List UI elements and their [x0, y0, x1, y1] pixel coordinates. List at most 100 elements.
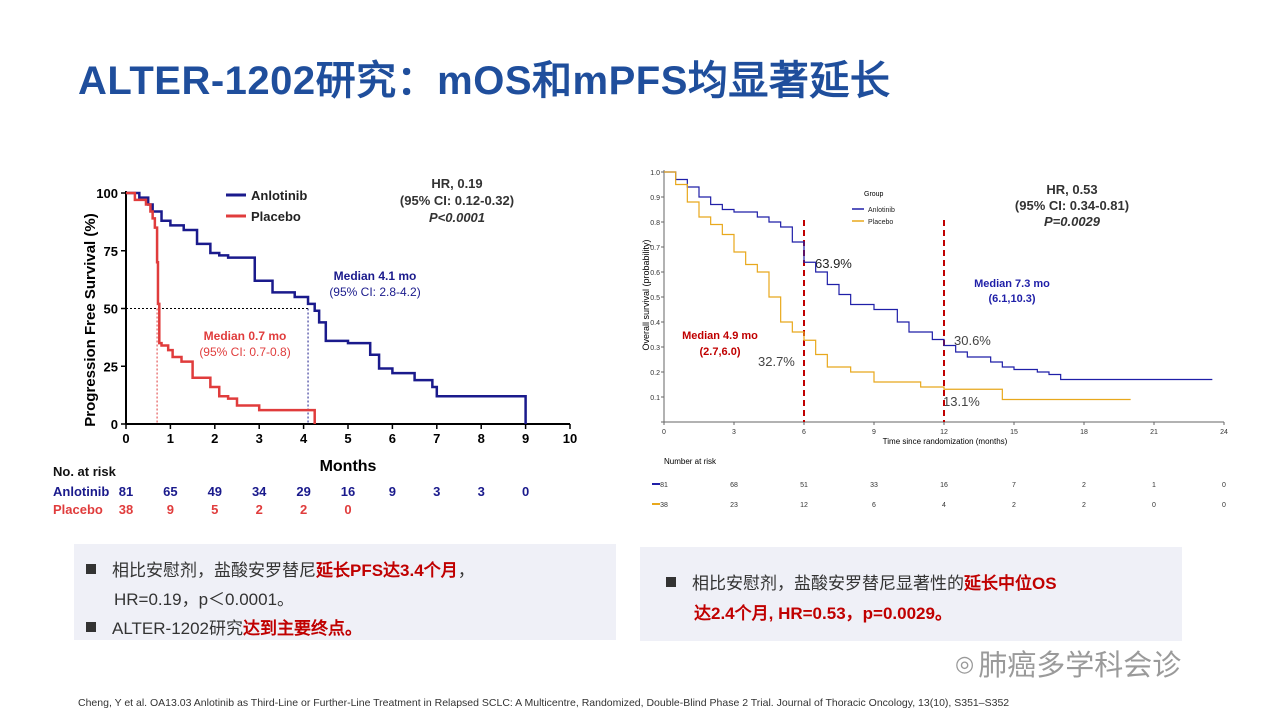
x-tick-label: 21	[1150, 429, 1158, 436]
risk-count: 38	[660, 502, 668, 509]
summary-bullet-os: 相比安慰剂，盐酸安罗替尼显著性的延长中位OS	[666, 569, 1057, 594]
hr-line: (95% CI: 0.34-0.81)	[1015, 198, 1129, 213]
x-axis-label: Months	[320, 458, 377, 475]
x-tick-label: 0	[662, 429, 666, 436]
risk-count: 2	[256, 502, 263, 517]
risk-count: 9	[167, 502, 174, 517]
highlight-text: 延长中位OS	[964, 574, 1057, 593]
bullet-square-icon	[666, 577, 676, 587]
landmark-placebo-12mo: 13.1%	[943, 394, 980, 409]
risk-count: 38	[119, 502, 133, 517]
legend-title: Group	[864, 191, 884, 198]
y-tick-label: 75	[104, 244, 118, 259]
median-placebo-label: Median 0.7 mo	[204, 329, 287, 343]
risk-count: 49	[208, 484, 222, 499]
median-anlotinib-label: Median 4.1 mo	[334, 269, 417, 283]
x-tick-label: 1	[167, 431, 174, 446]
hr-line: P<0.0001	[429, 210, 485, 225]
x-tick-label: 8	[478, 431, 485, 446]
x-tick-label: 18	[1080, 429, 1088, 436]
summary-bullet-1: 相比安慰剂，盐酸安罗替尼延长PFS达3.4个月，	[86, 556, 475, 581]
risk-row-label: Placebo	[53, 502, 103, 517]
landmark-placebo-6mo: 32.7%	[758, 354, 795, 369]
y-tick-label: 100	[96, 186, 118, 201]
risk-count: 12	[800, 502, 808, 509]
risk-count: 9	[389, 484, 396, 499]
legend-label: Placebo	[868, 219, 893, 226]
risk-count: 2	[300, 502, 307, 517]
legend-label: Anlotinib	[251, 188, 307, 203]
summary-line-os-2: 达2.4个月, HR=0.53，p=0.0029。	[694, 604, 952, 623]
y-tick-label: 0.6	[650, 270, 660, 277]
risk-count: 23	[730, 502, 738, 509]
risk-count: 5	[211, 502, 218, 517]
y-axis-label: Progression Free Survival (%)	[82, 213, 99, 426]
risk-count: 34	[252, 484, 267, 499]
y-tick-label: 0.3	[650, 345, 660, 352]
risk-count: 1	[1152, 482, 1156, 489]
x-tick-label: 15	[1010, 429, 1018, 436]
summary-line-2: HR=0.19，p＜0.0001。	[114, 590, 295, 609]
hr-annotation: HR, 0.19 (95% CI: 0.12-0.32) P<0.0001	[400, 176, 514, 225]
risk-count: 68	[730, 482, 738, 489]
x-tick-label: 0	[122, 431, 129, 446]
median-placebo-ci: (2.7,6.0)	[700, 346, 741, 358]
series-line-placebo	[126, 191, 316, 424]
median-anlotinib-label: Median 7.3 mo	[974, 278, 1050, 290]
landmark-anlotinib-12mo: 30.6%	[954, 333, 991, 348]
os-km-chart: Overall survival (probability) Time sinc…	[641, 170, 1228, 509]
legend: Anlotinib Placebo	[852, 207, 895, 226]
risk-count: 7	[1012, 482, 1016, 489]
y-tick-label: 0	[111, 417, 118, 432]
risk-table-title: No. at risk	[53, 464, 117, 479]
summary-box-pfs: 相比安慰剂，盐酸安罗替尼延长PFS达3.4个月， HR=0.19，p＜0.000…	[74, 544, 616, 640]
y-tick-label: 0.1	[650, 395, 660, 402]
pfs-km-chart: Progression Free Survival (%) Months HR,…	[53, 176, 577, 517]
x-tick-label: 2	[211, 431, 218, 446]
median-placebo-label: Median 4.9 mo	[682, 330, 758, 342]
y-tick-label: 0.5	[650, 295, 660, 302]
risk-count: 3	[433, 484, 440, 499]
wechat-icon: ◎	[955, 651, 975, 676]
x-tick-label: 12	[940, 429, 948, 436]
x-tick-label: 7	[433, 431, 440, 446]
x-tick-label: 3	[732, 429, 736, 436]
y-tick-label: 0.7	[650, 245, 660, 252]
legend-label: Anlotinib	[868, 207, 895, 214]
risk-count: 81	[119, 484, 133, 499]
risk-count: 0	[1152, 502, 1156, 509]
hr-line: (95% CI: 0.12-0.32)	[400, 193, 514, 208]
reference-citation: Cheng, Y et al. OA13.03 Anlotinib as Thi…	[78, 697, 1010, 709]
median-placebo-ci: (95% CI: 0.7-0.8)	[199, 345, 290, 359]
hr-line: HR, 0.19	[431, 176, 482, 191]
risk-count: 4	[942, 502, 946, 509]
series-line-anlotinib	[126, 191, 527, 424]
risk-count: 65	[163, 484, 177, 499]
series-line-anlotinib	[664, 171, 1213, 381]
hr-annotation: HR, 0.53(95% CI: 0.34-0.81)P=0.0029	[1015, 182, 1129, 229]
y-tick-label: 25	[104, 359, 118, 374]
risk-count: 33	[870, 482, 878, 489]
summary-box-os: 相比安慰剂，盐酸安罗替尼显著性的延长中位OS 达2.4个月, HR=0.53，p…	[640, 547, 1182, 641]
series-line-placebo	[664, 171, 1131, 401]
y-tick-label: 0.9	[650, 195, 660, 202]
page-title: ALTER-1202研究：mOS和mPFS均显著延长	[78, 59, 891, 103]
risk-count: 2	[1082, 482, 1086, 489]
bullet-square-icon	[86, 564, 96, 574]
legend-label: Placebo	[251, 209, 301, 224]
hr-line: HR, 0.53	[1046, 182, 1097, 197]
plot-area: 0 3 6 9 12 15 18 21 24 0.1 0.2 0.3 0.4 0.5 0.6 0.7 0.8 0.…	[650, 170, 1228, 436]
risk-count: 2	[1082, 502, 1086, 509]
x-tick-label: 9	[522, 431, 529, 446]
y-tick-label: 0.2	[650, 370, 660, 377]
y-tick-label: 50	[104, 302, 118, 317]
risk-table-title: Number at risk	[664, 457, 717, 466]
legend: Anlotinib Placebo	[226, 188, 307, 224]
y-axis-label: Overall survival (probability)	[641, 239, 651, 350]
risk-count: 16	[940, 482, 948, 489]
y-tick-label: 0.4	[650, 320, 660, 327]
summary-bullet-2: ALTER-1202研究达到主要终点。	[86, 614, 362, 639]
watermark: ◎ 肺癌多学科会诊	[955, 650, 1182, 682]
risk-count: 0	[1222, 482, 1226, 489]
